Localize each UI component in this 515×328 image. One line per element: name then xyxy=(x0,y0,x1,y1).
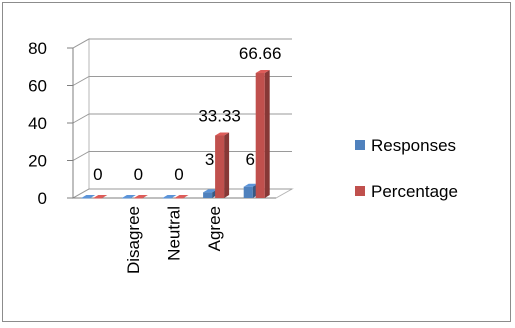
bar-responses-2 xyxy=(162,195,177,199)
bar-front xyxy=(243,186,253,198)
bar-top xyxy=(255,70,270,74)
data-label: 66.66 xyxy=(239,44,282,63)
bar-top xyxy=(81,195,96,198)
y-tick-label: 80 xyxy=(28,39,47,58)
gridline xyxy=(72,113,292,124)
bar-top xyxy=(121,195,136,198)
legend-swatch-responses xyxy=(355,140,365,150)
bar-responses-4 xyxy=(243,183,258,198)
data-label: 0 xyxy=(93,165,102,184)
data-label: 3 xyxy=(205,150,214,169)
bar-top xyxy=(162,195,177,198)
data-label: 6 xyxy=(245,150,254,169)
bar-front xyxy=(255,73,265,198)
bar-top xyxy=(174,195,189,198)
bar-top xyxy=(215,132,230,136)
bar-top xyxy=(203,189,218,193)
chart-frame: 0 20 40 60 80 Disagree Neutral Agree 3 6 0 0 0 33.33 6… xyxy=(2,2,511,322)
gridline xyxy=(72,76,292,86)
bar-side xyxy=(264,70,270,198)
bar-front xyxy=(93,198,103,199)
category-label: Agree xyxy=(205,206,224,251)
y-tick-label: 0 xyxy=(38,189,47,208)
bar-percentage-2 xyxy=(174,195,189,199)
gridline xyxy=(72,38,292,49)
bar-front xyxy=(133,198,143,199)
bar-percentage-0 xyxy=(93,195,108,199)
bar-front xyxy=(174,198,184,199)
data-label: 33.33 xyxy=(198,107,241,126)
bar-front xyxy=(203,192,213,198)
y-tick-label: 60 xyxy=(28,77,47,96)
bar-side xyxy=(224,132,230,198)
y-tick-label: 20 xyxy=(28,152,47,171)
category-label: Neutral xyxy=(165,206,184,261)
bar-front xyxy=(162,198,172,199)
bar-front xyxy=(81,198,91,199)
legend-label-responses: Responses xyxy=(371,136,456,155)
data-label: 0 xyxy=(134,165,143,184)
category-label: Disagree xyxy=(124,206,143,274)
bar-front xyxy=(121,198,131,199)
data-label: 0 xyxy=(174,165,183,184)
bar-front xyxy=(215,135,225,198)
bar-responses-0 xyxy=(81,195,96,199)
legend-swatch-percentage xyxy=(355,186,365,196)
bar-percentage-4 xyxy=(255,70,270,198)
bar-top xyxy=(93,195,108,198)
legend-label-percentage: Percentage xyxy=(371,182,458,201)
bar-top xyxy=(133,195,148,198)
bar-percentage-3 xyxy=(215,132,230,198)
bar-percentage-1 xyxy=(133,195,148,199)
y-tick-label: 40 xyxy=(28,114,47,133)
bar-responses-1 xyxy=(121,195,136,199)
bar-top xyxy=(243,183,258,187)
